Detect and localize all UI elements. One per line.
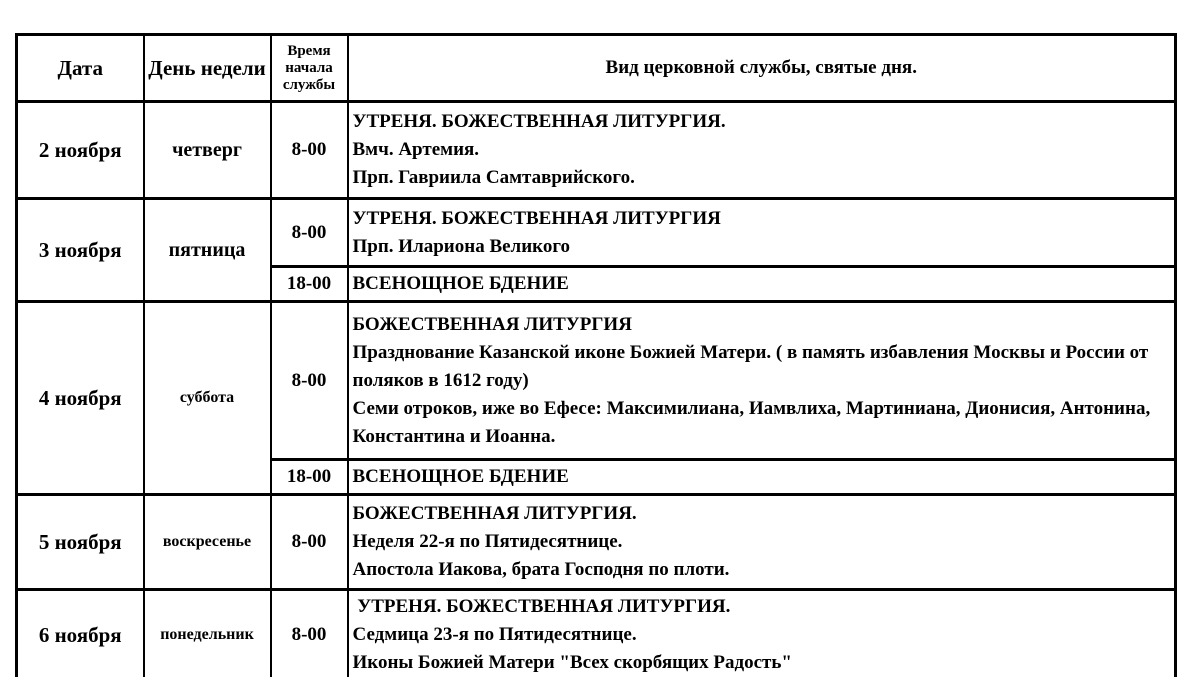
day-cell: суббота <box>142 300 272 496</box>
date-cell: 2 ноября <box>15 100 145 200</box>
date-cell: 6 ноября <box>15 588 145 677</box>
header-cell-time: Время начала службы <box>269 33 349 103</box>
service-line: БОЖЕСТВЕННАЯ ЛИТУРГИЯ. <box>352 503 637 524</box>
service-cell: УТРЕНЯ. БОЖЕСТВЕННАЯ ЛИТУРГИЯ Прп. Иларио… <box>346 197 1177 268</box>
time-cell: 8-00 <box>269 493 349 591</box>
time-cell: 8-00 <box>269 300 349 461</box>
date-cell: 4 ноября <box>15 300 145 496</box>
service-line: ВСЕНОЩНОЕ БДЕНИЕ <box>352 273 569 294</box>
service-line: Иконы Божией Матери "Всех скорбящих Радо… <box>352 652 792 673</box>
table-header: Дата День недели Время начала службы Вид… <box>15 33 1177 103</box>
schedule-table: Дата День недели Время начала службы Вид… <box>15 33 1177 677</box>
service-cell: БОЖЕСТВЕННАЯ ЛИТУРГИЯ. Неделя 22-я по Пят… <box>346 493 1177 591</box>
service-cell: УТРЕНЯ. БОЖЕСТВЕННАЯ ЛИТУРГИЯ. Вмч. Артем… <box>346 100 1177 200</box>
service-line: ВСЕНОЩНОЕ БДЕНИЕ <box>352 466 569 487</box>
service-line: Семи отроков, иже во Ефесе: Максимилиана… <box>352 397 1155 447</box>
day-cell: понедельник <box>142 588 272 677</box>
service-cell: БОЖЕСТВЕННАЯ ЛИТУРГИЯ Празднование Казанс… <box>346 300 1177 461</box>
service-line: УТРЕНЯ. БОЖЕСТВЕННАЯ ЛИТУРГИЯ <box>352 207 721 229</box>
time-cell: 8-00 <box>269 588 349 677</box>
service-line: БОЖЕСТВЕННАЯ ЛИТУРГИЯ <box>352 313 632 335</box>
service-line: УТРЕНЯ. БОЖЕСТВЕННАЯ ЛИТУРГИЯ. <box>352 596 731 617</box>
service-line: УТРЕНЯ. БОЖЕСТВЕННАЯ ЛИТУРГИЯ. <box>352 111 726 132</box>
service-line: Седмица 23-я по Пятидесятнице. <box>352 624 637 645</box>
service-cell: ВСЕНОЩНОЕ БДЕНИЕ <box>346 458 1177 496</box>
table-row: 6 ноября понедельник 8-00 УТРЕНЯ. БОЖЕСТВЕ… <box>15 588 1177 677</box>
time-cell: 18-00 <box>269 458 349 496</box>
date-cell: 3 ноября <box>15 197 145 303</box>
day-cell: четверг <box>142 100 272 200</box>
service-cell: УТРЕНЯ. БОЖЕСТВЕННАЯ ЛИТУРГИЯ. Седмица 23… <box>346 588 1177 677</box>
header-cell-kind: Вид церковной службы, святые дня. <box>346 33 1177 103</box>
service-line: Празднование Казанской иконе Божией Мате… <box>352 341 1154 391</box>
service-line: Прп. Гавриила Самтаврийского. <box>352 167 635 188</box>
time-cell: 8-00 <box>269 100 349 200</box>
table-row: 2 ноября четверг 8-00 УТРЕНЯ. БОЖЕСТВЕННАЯ … <box>15 100 1177 200</box>
schedule-body: 2 ноября четверг 8-00 УТРЕНЯ. БОЖЕСТВЕННАЯ … <box>15 100 1177 677</box>
header-cell-date: Дата <box>15 33 145 103</box>
service-cell: ВСЕНОЩНОЕ БДЕНИЕ <box>346 265 1177 303</box>
service-line: Прп. Илариона Великого <box>352 235 571 257</box>
header-row: Дата День недели Время начала службы Вид… <box>15 33 1177 103</box>
table-row: 4 ноября суббота 8-00 БОЖЕСТВЕННАЯ ЛИТУРГИЯ… <box>15 300 1177 496</box>
time-cell: 18-00 <box>269 265 349 303</box>
day-cell: пятница <box>142 197 272 303</box>
table-row: 3 ноября пятница 8-00 УТРЕНЯ. БОЖЕСТВЕННАЯ … <box>15 197 1177 303</box>
day-cell: воскресенье <box>142 493 272 591</box>
service-line: Вмч. Артемия. <box>352 139 480 160</box>
table-row: 18-00 ВСЕНОЩНОЕ БДЕНИЕ <box>17 265 1177 303</box>
service-line: Апостола Иакова, брата Господня по плоти… <box>352 559 730 580</box>
time-cell: 8-00 <box>269 197 349 268</box>
table-row: 5 ноября воскресенье 8-00 БОЖЕСТВЕННАЯ ЛИТУ… <box>15 493 1177 591</box>
service-line: Неделя 22-я по Пятидесятнице. <box>352 531 623 552</box>
header-cell-day: День недели <box>142 33 272 103</box>
table-row: 18-00 ВСЕНОЩНОЕ БДЕНИЕ <box>17 458 1177 496</box>
date-cell: 5 ноября <box>15 493 145 591</box>
